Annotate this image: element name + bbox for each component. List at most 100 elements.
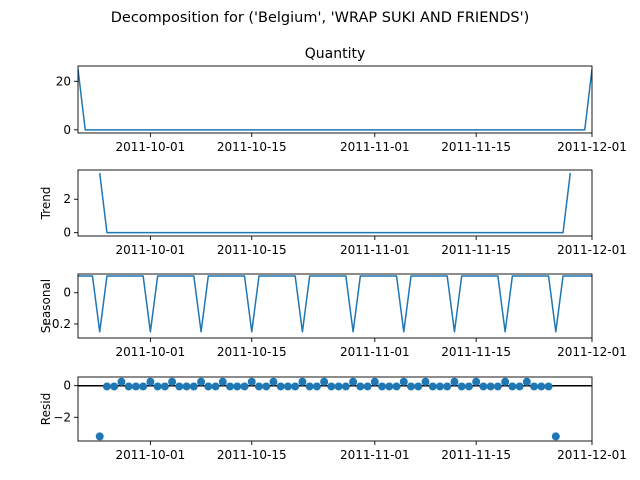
- series-line: [78, 69, 592, 131]
- y-axis-label: Resid: [39, 393, 53, 425]
- resid-point: [226, 382, 235, 391]
- resid-point: [175, 382, 184, 391]
- resid-point: [493, 382, 502, 391]
- figure-suptitle: Decomposition for ('Belgium', 'WRAP SUKI…: [111, 10, 529, 26]
- panel-title: Quantity: [305, 46, 366, 62]
- x-tick-label: 2011-10-15: [217, 140, 287, 154]
- x-tick-label: 2011-11-01: [340, 243, 410, 257]
- axes-frame: [77, 376, 593, 442]
- resid-point: [117, 377, 126, 386]
- resid-point: [312, 382, 321, 391]
- resid-point: [211, 382, 220, 391]
- y-tick-label: −2: [53, 410, 71, 424]
- resid-point: [522, 377, 531, 386]
- resid-point: [269, 377, 278, 386]
- resid-point: [276, 382, 285, 391]
- x-tick-label: 2011-10-01: [116, 140, 186, 154]
- resid-point: [197, 377, 206, 386]
- resid-point: [537, 382, 546, 391]
- resid-point: [363, 382, 372, 391]
- plot-area: [78, 377, 592, 441]
- resid-point: [457, 382, 466, 391]
- y-tick-label: −0.2: [42, 317, 71, 331]
- panel-2: Trend 2011-10-01 2011-10-15 2011-11-01 2011-…: [39, 169, 627, 257]
- resid-point: [131, 382, 140, 391]
- resid-point: [385, 382, 394, 391]
- resid-point: [349, 377, 358, 386]
- resid-point: [291, 382, 300, 391]
- y-tick-label: 20: [56, 74, 71, 88]
- resid-point: [479, 382, 488, 391]
- resid-point: [341, 382, 350, 391]
- resid-point: [218, 377, 227, 386]
- plot-area: [98, 172, 572, 234]
- y-axis-label: Seasonal: [39, 279, 53, 333]
- resid-point: [399, 377, 408, 386]
- x-tick-label: 2011-12-01: [557, 243, 627, 257]
- x-tick-label: 2011-10-15: [217, 243, 287, 257]
- resid-point: [501, 377, 510, 386]
- resid-point: [110, 382, 119, 391]
- resid-point: [378, 382, 387, 391]
- resid-point: [327, 382, 336, 391]
- x-tick-label: 2011-11-15: [441, 345, 511, 359]
- x-tick-label: 2011-12-01: [557, 345, 627, 359]
- resid-point: [139, 382, 148, 391]
- x-tick-label: 2011-10-01: [116, 345, 186, 359]
- resid-point: [124, 382, 133, 391]
- resid-point: [392, 382, 401, 391]
- axes-frame: [77, 273, 593, 339]
- resid-point: [486, 382, 495, 391]
- resid-point: [153, 382, 162, 391]
- resid-point: [247, 377, 256, 386]
- plot-area: [78, 69, 592, 131]
- resid-point: [182, 382, 191, 391]
- resid-point: [320, 377, 329, 386]
- resid-point: [414, 382, 423, 391]
- resid-point: [544, 382, 553, 391]
- resid-point: [551, 432, 560, 441]
- x-tick-label: 2011-10-01: [116, 243, 186, 257]
- resid-point: [168, 377, 177, 386]
- y-tick-label: 0: [63, 286, 71, 300]
- resid-point: [421, 377, 430, 386]
- resid-point: [464, 382, 473, 391]
- resid-point: [189, 382, 198, 391]
- panel-1: Quantity 2011-10-01 2011-10-15 2011-11-01 20…: [56, 46, 627, 154]
- y-axis-label: Trend: [39, 187, 53, 221]
- series-line: [98, 172, 572, 234]
- y-tick-label: 0: [63, 123, 71, 137]
- panel-3: Seasonal 2011-10-01 2011-10-15 2011-11-01 20…: [39, 273, 627, 359]
- resid-point: [370, 377, 379, 386]
- resid-point: [102, 382, 111, 391]
- resid-point: [262, 382, 271, 391]
- axes-frame: [77, 65, 593, 134]
- resid-point: [443, 382, 452, 391]
- resid-point: [204, 382, 213, 391]
- resid-point: [472, 377, 481, 386]
- resid-point: [530, 382, 539, 391]
- y-tick-label: 0: [63, 226, 71, 240]
- resid-point: [428, 382, 437, 391]
- resid-point: [435, 382, 444, 391]
- x-tick-label: 2011-10-01: [116, 448, 186, 462]
- resid-point: [240, 382, 249, 391]
- x-tick-label: 2011-12-01: [557, 140, 627, 154]
- resid-point: [334, 382, 343, 391]
- resid-point: [283, 382, 292, 391]
- resid-point: [508, 382, 517, 391]
- x-tick-label: 2011-11-15: [441, 140, 511, 154]
- x-tick-label: 2011-11-01: [340, 345, 410, 359]
- axes-frame: [77, 169, 593, 237]
- resid-point: [450, 377, 459, 386]
- resid-point: [515, 382, 524, 391]
- resid-point: [95, 432, 104, 441]
- x-tick-label: 2011-10-15: [217, 345, 287, 359]
- resid-point: [254, 382, 263, 391]
- x-tick-label: 2011-11-15: [441, 243, 511, 257]
- resid-point: [305, 382, 314, 391]
- x-tick-label: 2011-11-15: [441, 448, 511, 462]
- resid-point: [407, 382, 416, 391]
- resid-point: [356, 382, 365, 391]
